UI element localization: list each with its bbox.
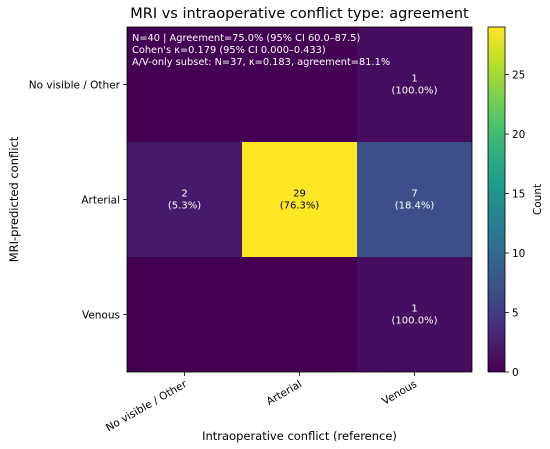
cell-percent-label: (5.3%) bbox=[168, 201, 201, 212]
colorbar-ticks: 0 5 10 15 20 25 bbox=[505, 70, 525, 379]
cell-count-label: 2 bbox=[181, 189, 187, 200]
cell-percent-label: (76.3%) bbox=[280, 201, 320, 212]
cell-count-label: 7 bbox=[411, 189, 417, 200]
x-tick-label: No visible / Other bbox=[104, 378, 190, 434]
cell-count-label: 1 bbox=[411, 74, 417, 85]
y-tick-label: Arterial bbox=[81, 195, 120, 207]
heatmap-cell bbox=[242, 257, 357, 372]
cell-labels: 1(100.0%)2(5.3%)29(76.3%)7(18.4%)1(100.0… bbox=[168, 74, 438, 327]
colorbar-label: Count bbox=[532, 184, 544, 215]
cell-percent-label: (100.0%) bbox=[392, 316, 438, 327]
annotation-line: N=40 | Agreement=75.0% (95% CI 60.0–87.5… bbox=[132, 33, 360, 44]
y-axis-ticks: No visible / Other Arterial Venous bbox=[29, 80, 127, 322]
heatmap-cell bbox=[127, 27, 242, 142]
colorbar-tick-label: 10 bbox=[512, 248, 525, 260]
heatmap-cell bbox=[357, 27, 472, 142]
x-tick-label: Venous bbox=[380, 378, 419, 407]
annotation-box: N=40 | Agreement=75.0% (95% CI 60.0–87.5… bbox=[132, 33, 390, 68]
heatmap-cell bbox=[242, 27, 357, 142]
colorbar bbox=[487, 26, 506, 373]
annotation-line: Cohen's κ=0.179 (95% CI 0.000–0.433) bbox=[132, 45, 326, 56]
heatmap-cell bbox=[127, 142, 242, 257]
heatmap-cell bbox=[357, 142, 472, 257]
x-tick-label: Arterial bbox=[265, 378, 304, 408]
x-axis-label: Intraoperative conflict (reference) bbox=[202, 429, 397, 443]
y-axis-label: MRI-predicted conflict bbox=[7, 136, 21, 262]
x-axis-ticks: No visible / Other Arterial Venous bbox=[104, 372, 419, 434]
heatmap-cell bbox=[242, 142, 357, 257]
colorbar-tick-label: 25 bbox=[512, 70, 525, 82]
colorbar-tick-label: 20 bbox=[512, 129, 525, 141]
y-tick-label: No visible / Other bbox=[29, 80, 121, 92]
annotation-line: A/V-only subset: N=37, κ=0.183, agreemen… bbox=[132, 57, 390, 68]
cell-percent-label: (100.0%) bbox=[392, 86, 438, 97]
cell-count-label: 1 bbox=[411, 304, 417, 315]
cell-count-label: 29 bbox=[293, 189, 306, 200]
colorbar-tick-label: 5 bbox=[512, 308, 519, 320]
heatmap-cell bbox=[127, 257, 242, 372]
colorbar-tick-label: 0 bbox=[512, 367, 519, 379]
colorbar-tick-label: 15 bbox=[512, 189, 525, 201]
cell-percent-label: (18.4%) bbox=[395, 201, 435, 212]
heatmap-cells bbox=[127, 27, 472, 372]
chart-title: MRI vs intraoperative conflict type: agr… bbox=[130, 6, 469, 22]
y-tick-label: Venous bbox=[82, 310, 120, 322]
heatmap-cell bbox=[357, 257, 472, 372]
